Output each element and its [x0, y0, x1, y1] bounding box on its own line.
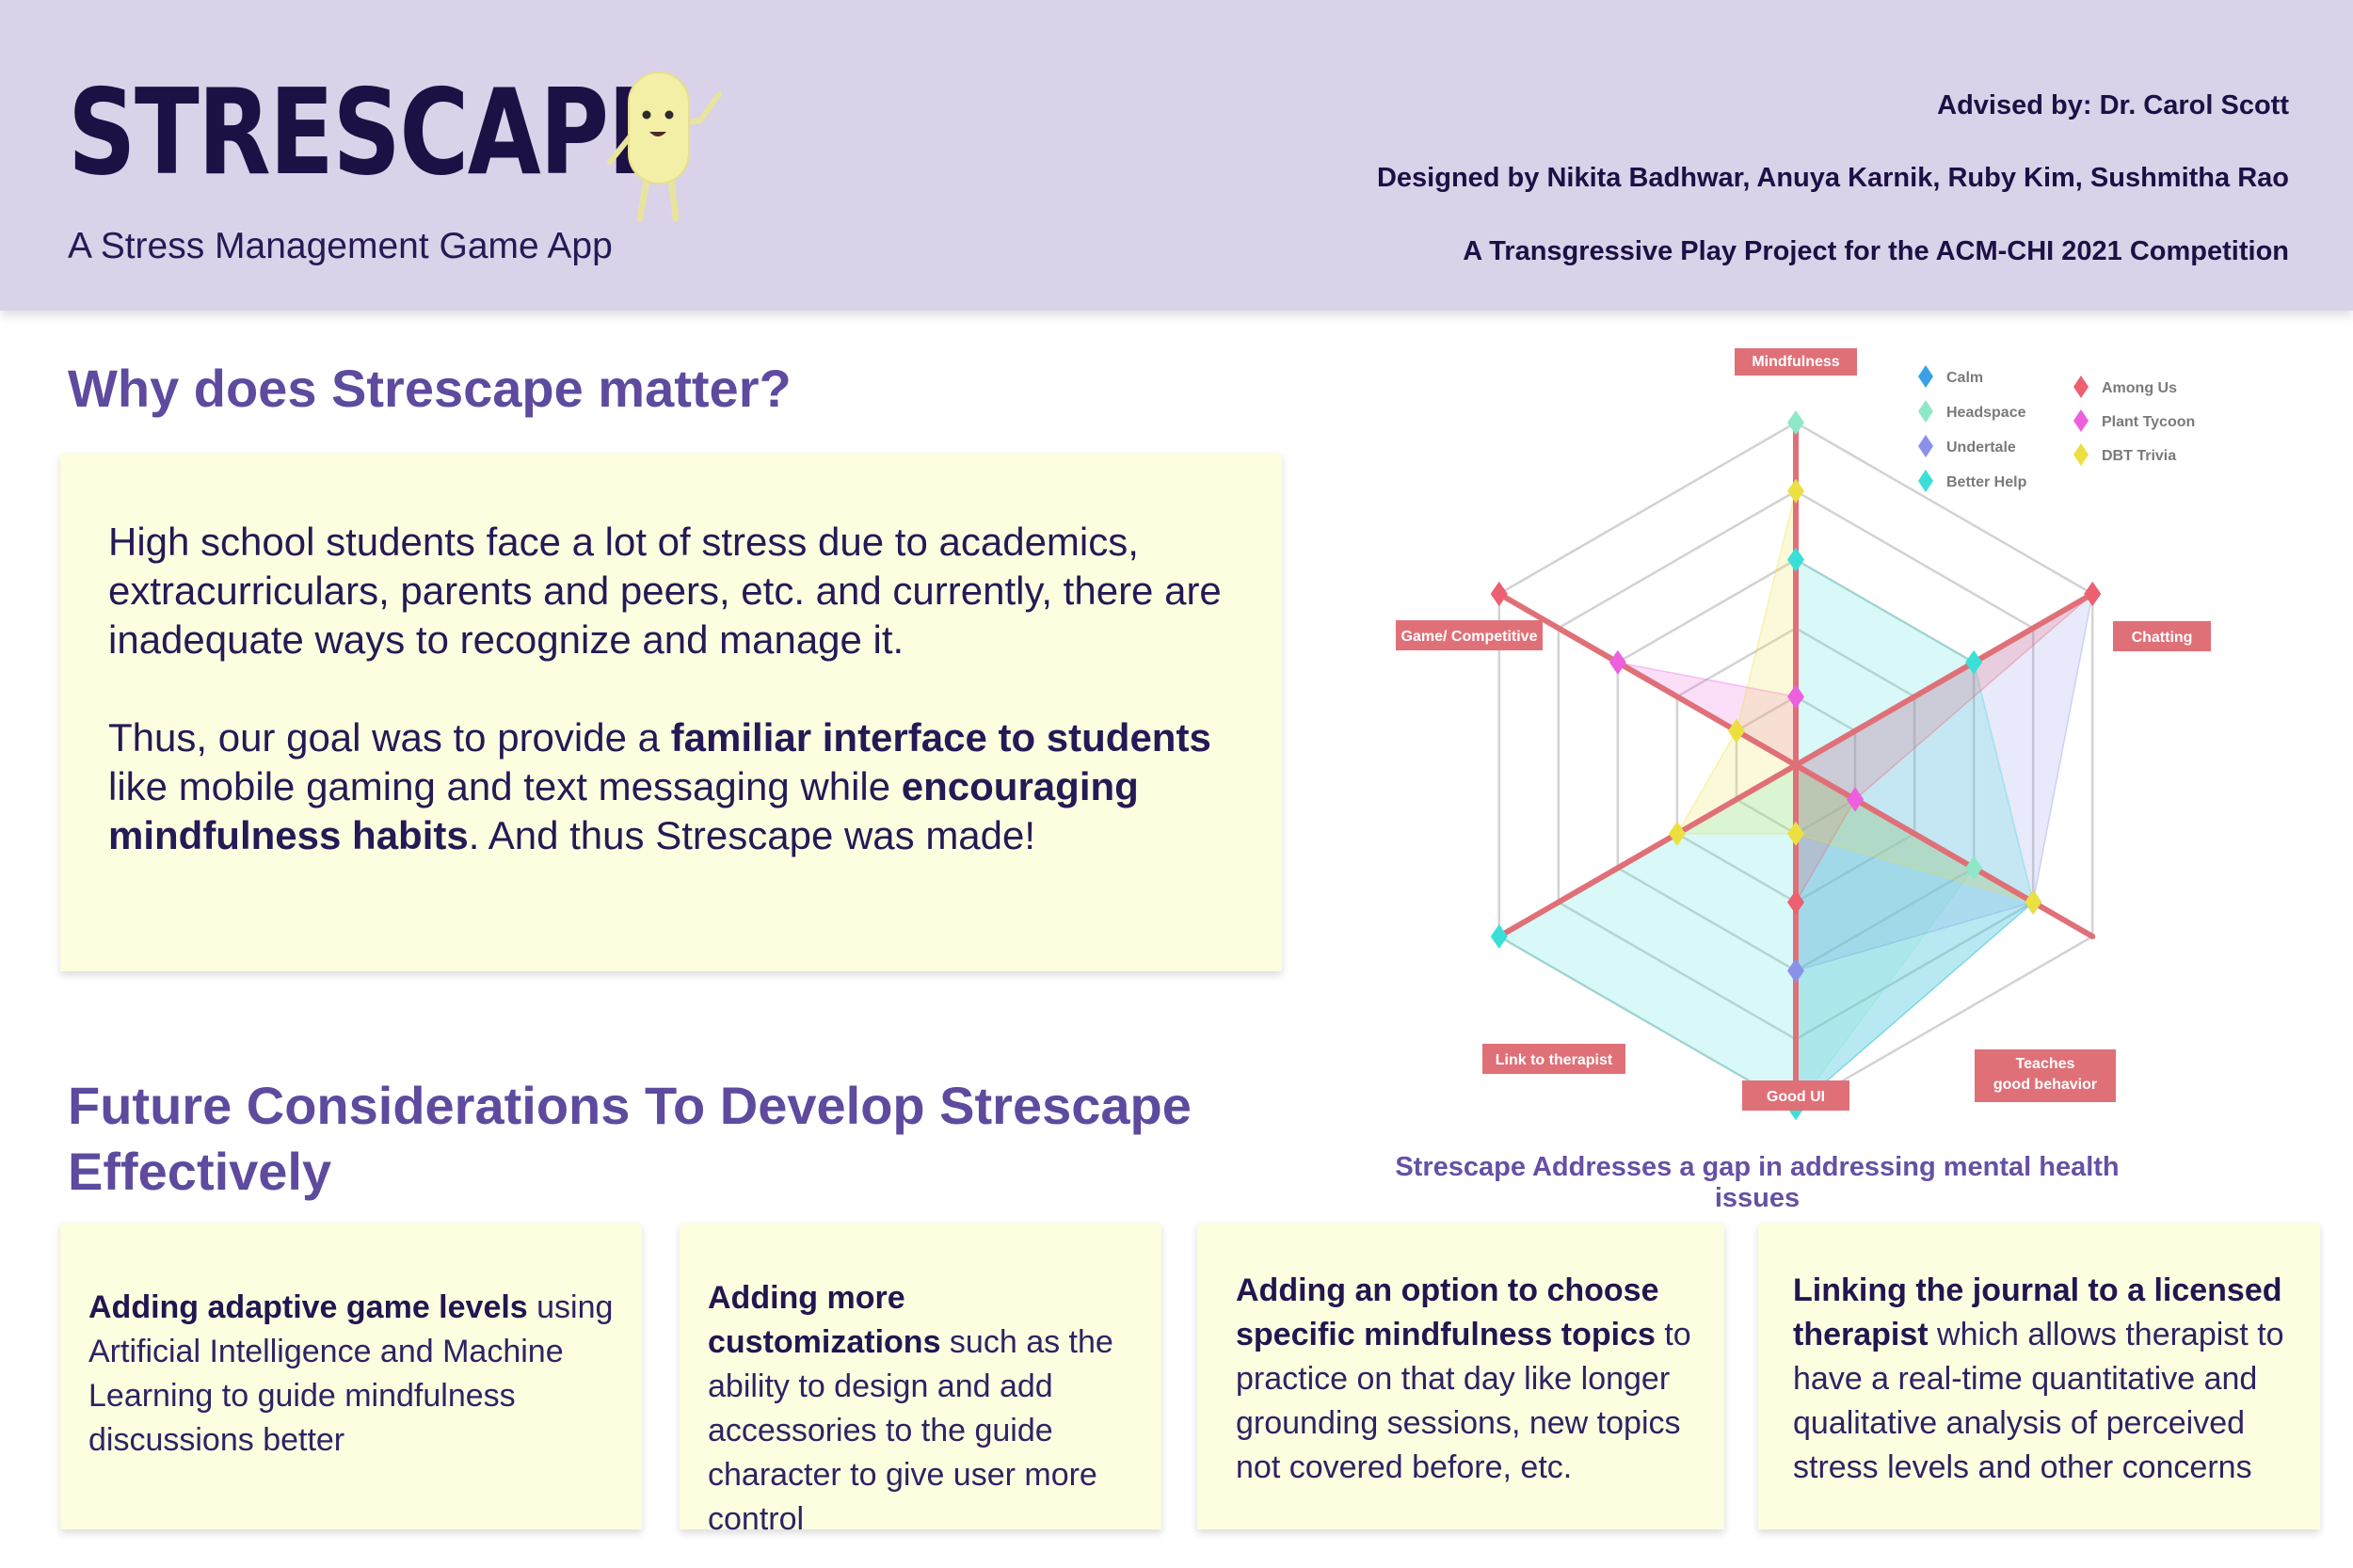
legend-marker [1918, 470, 1933, 492]
legend-label: Among Us [2102, 380, 2177, 396]
data-point-better-help [1787, 547, 1804, 572]
app-subtitle: A Stress Management Game App [68, 226, 613, 266]
legend-label: Headspace [1946, 405, 2026, 421]
data-point-undertale [1787, 958, 1804, 984]
axis-label-box [1396, 620, 1543, 650]
legend-marker [1918, 365, 1933, 388]
app-title: STRESCAPE [68, 63, 672, 201]
data-point-headspace [1787, 410, 1804, 435]
data-point-plant-tycoon [1609, 649, 1626, 675]
why-card: High school students face a lot of stres… [60, 454, 1282, 971]
radar-chart: Mindfulness Chatting Teaches good behavior G… [1396, 348, 2211, 1120]
axis-label: Teaches [2016, 1056, 2075, 1072]
data-point-better-help [1490, 924, 1508, 949]
project-credit: A Transgressive Play Project for the ACM… [1463, 236, 2289, 266]
data-point-better-help [1965, 649, 1983, 675]
legend-marker [2073, 443, 2089, 466]
data-point-among-us [1490, 582, 1508, 606]
legend-marker [1918, 400, 1933, 423]
legend-label: Better Help [1946, 474, 2027, 490]
axis-label-box [1975, 1049, 2116, 1102]
future-card: Adding adaptive game levels using Artifi… [60, 1224, 642, 1529]
legend-marker [1918, 435, 1933, 457]
axis-label-box [2113, 621, 2211, 651]
advisor-credit: Advised by: Dr. Carol Scott [1937, 90, 2289, 120]
axis-label-box [1482, 1044, 1625, 1074]
future-card: Adding an option to choose specific mind… [1197, 1224, 1724, 1529]
future-card: Adding more customizations such as the a… [680, 1224, 1161, 1537]
data-point-plant-tycoon [1787, 684, 1804, 710]
axis-label: Mindfulness [1752, 354, 1839, 370]
data-point-dbt-trivia [1668, 821, 1686, 846]
series-line-strescape [1793, 591, 2096, 768]
data-point-dbt-trivia [2025, 889, 2042, 915]
header: STRESCAPE A Stress Management Game App A… [0, 0, 2353, 311]
axis-label: Good UI [1767, 1089, 1825, 1105]
legend-label: Undertale [1946, 440, 2016, 456]
data-point-among-us [1787, 889, 1804, 915]
axis-label: good behavior [1993, 1077, 2097, 1093]
axis-label: Game/ Competitive [1401, 629, 1538, 645]
why-paragraph-2: Thus, our goal was to provide a familiar… [108, 715, 1211, 857]
legend-label: Plant Tycoon [2102, 414, 2195, 430]
data-point-headspace [1965, 856, 1983, 881]
why-paragraph-1: High school students face a lot of stres… [108, 520, 1222, 662]
data-point-plant-tycoon [1847, 787, 1865, 812]
data-point-dbt-trivia [1727, 718, 1745, 744]
legend-label: Calm [1946, 370, 1983, 386]
why-heading: Why does Strescape matter? [68, 359, 792, 418]
future-heading: Future Considerations To Develop Stresca… [68, 1076, 1192, 1201]
chart-caption: Strescape Addresses a gap in addressing … [1395, 1152, 2120, 1213]
series-line-strescape [1793, 762, 2096, 939]
axis-label: Chatting [2132, 630, 2193, 646]
series-line-strescape [1496, 762, 1799, 939]
legend-label: DBT Trivia [2102, 448, 2176, 464]
mascot-character [607, 72, 722, 222]
data-point-among-us [2084, 582, 2102, 606]
legend-marker [2073, 376, 2089, 398]
legend-marker [2073, 409, 2089, 432]
future-card: Linking the journal to a licensed therap… [1758, 1224, 2320, 1529]
axis-label: Link to therapist [1496, 1052, 1613, 1068]
axis-label-box [1742, 1080, 1849, 1111]
data-point-dbt-trivia [1787, 821, 1804, 846]
axis-label-box [1735, 348, 1857, 376]
designers-credit: Designed by Nikita Badhwar, Anuya Karnik… [1376, 163, 2289, 193]
data-point-dbt-trivia [1787, 478, 1804, 504]
series-line-strescape [1496, 591, 1799, 768]
